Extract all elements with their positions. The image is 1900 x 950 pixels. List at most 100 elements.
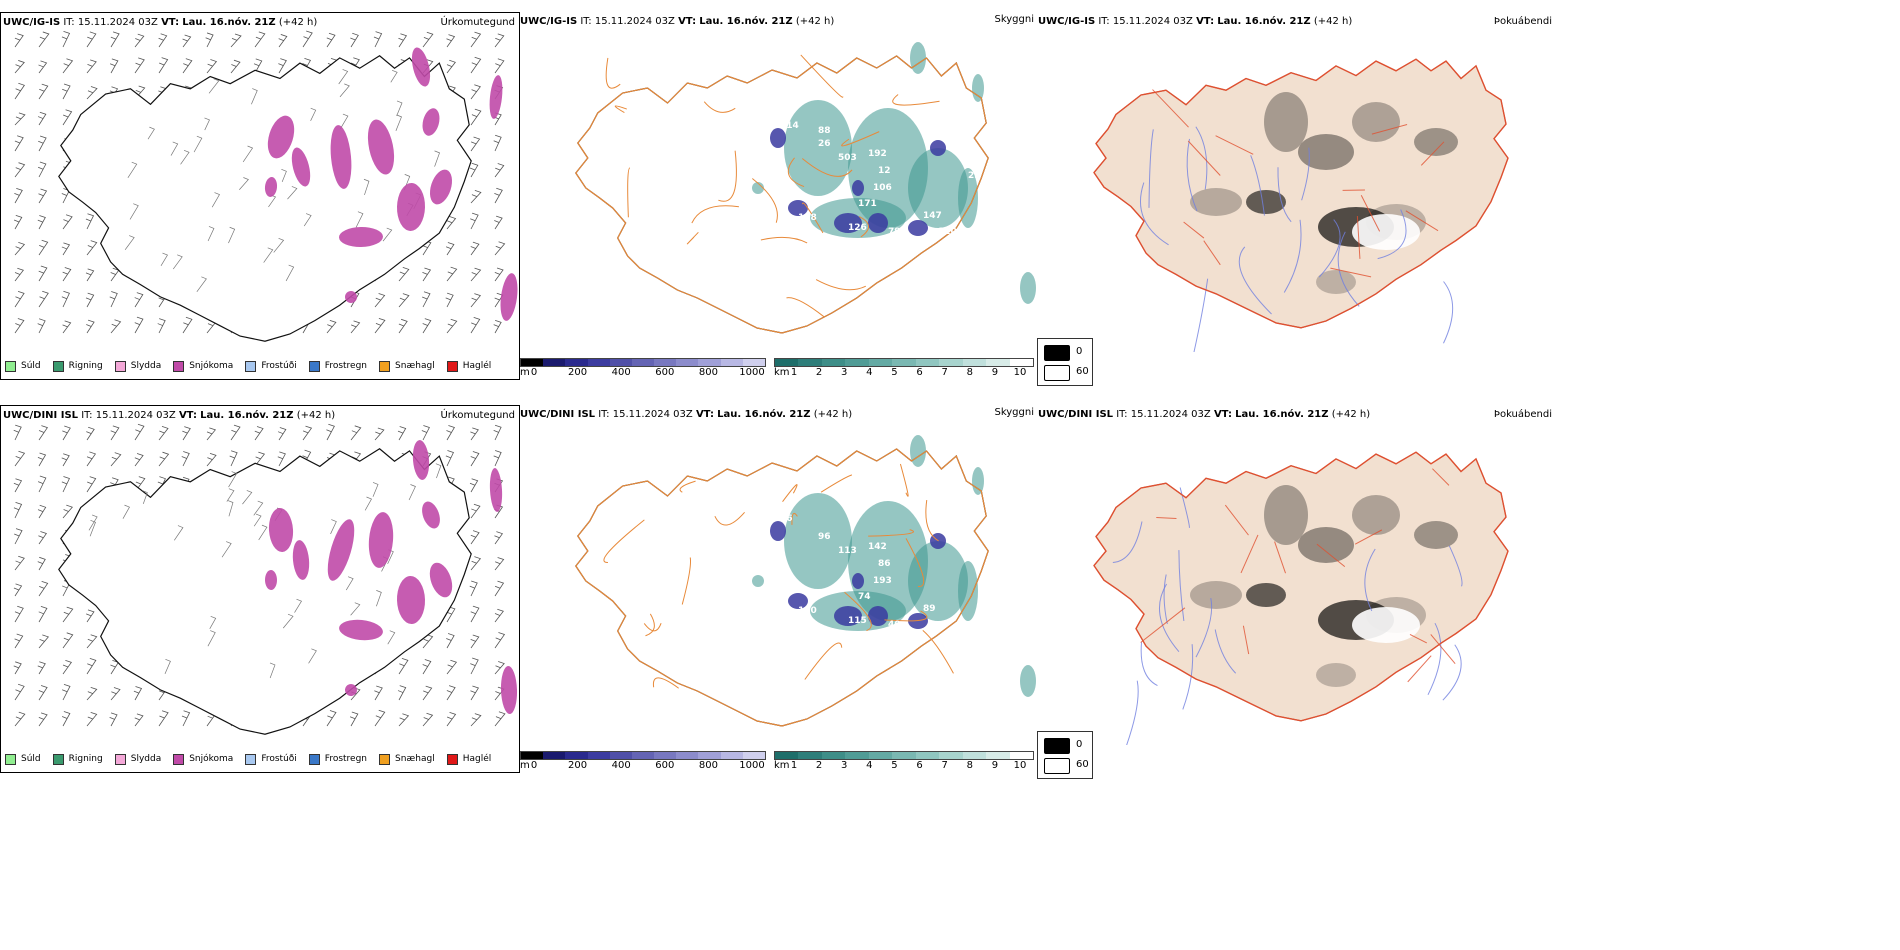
legend-label: Slydda [130,361,162,371]
colorbar-tick: 9 [991,367,999,378]
precip-type-panel-row2: UWC/DINI ISL IT: 15.11.2024 03Z VT: Lau.… [0,405,520,773]
visibility-panel-row2: UWC/DINI ISL IT: 15.11.2024 03Z VT: Lau.… [518,405,1036,771]
legend-label: Frostúði [261,754,297,764]
legend-swatch [52,753,64,765]
legend-label: Snjókoma [189,361,234,371]
legend-label: Haglél [462,361,492,371]
panel-title: Þokuábendi [1493,16,1552,27]
colorbar-unit: km [774,367,790,378]
visibility-value-label: 79 [888,227,901,237]
colorbar-tick: 4 [866,760,873,771]
visibility-value-label: 46 [763,206,776,216]
colorbar-tick: 6 [916,367,923,378]
visibility-value-label: 86 [878,559,891,569]
legend-item: Snæhagl [379,753,435,765]
iceland-map [13,423,518,735]
legend-item: Rigning [52,753,103,765]
legend-item: Frostregn [308,360,367,372]
colorbar-tick: 1000 [739,760,765,771]
panel-title: Þokuábendi [1493,409,1552,420]
visibility-value-label: 89 [948,131,961,141]
legend-label: Súld [21,361,41,371]
panel-title: Úrkomutegund [440,410,515,421]
colorbar-tick: 5 [891,367,898,378]
legend-item: Frostúði [245,753,297,765]
colorbar-tick: 1000 [739,367,765,378]
legend-label: Slydda [130,754,162,764]
visibility-value-label: 26 [818,139,831,149]
colorbar-tick: 6 [916,760,923,771]
legend-item: Súld [5,360,41,372]
legend-swatch [379,753,391,765]
legend-swatch [308,360,320,372]
legend-item: Haglél [446,360,492,372]
colorbar-tick: 3 [841,760,848,771]
visibility-value-label: 25 [968,171,981,181]
legend-item: Slydda [114,753,162,765]
visibility-value-label: 26 [780,514,793,524]
visibility-value-label: 88 [818,126,831,136]
legend-swatch [446,360,458,372]
panel-header: UWC/DINI ISL IT: 15.11.2024 03Z VT: Lau.… [1038,409,1371,420]
iceland-map [1093,58,1509,352]
visibility-value-label: 130 [798,606,817,616]
visibility-panel-row1: UWC/IG-IS IT: 15.11.2024 03Z VT: Lau. 16… [518,12,1036,378]
legend-swatch [308,753,320,765]
colorbar-tick: 200 [568,760,588,771]
panel-header: UWC/IG-IS IT: 15.11.2024 03Z VT: Lau. 16… [3,17,318,28]
legend-label: Frostúði [261,361,297,371]
precip-legend: Súld Rigning Slydda Snjókoma Frostúði Frostre… [5,355,503,377]
visibility-value-label: 126 [848,223,867,233]
colorbar-tick: 4 [866,367,873,378]
panel-title: Úrkomutegund [440,17,515,28]
visibility-value-label: 142 [868,542,887,552]
legend-swatch [114,360,126,372]
legend-item: Haglél [446,753,491,765]
visibility-value-label: 89 [923,604,936,614]
visibility-value-label: 74 [858,592,871,602]
colorbar-tick: 10 [1013,367,1027,378]
legend-swatch [5,753,16,765]
iceland-map [13,30,518,342]
colorbar-tick: 8 [966,760,973,771]
colorbar-tick: 400 [611,760,631,771]
legend-label: Súld [21,754,41,764]
colorbar-tick: 0 [530,760,538,771]
colorbar-tick: 200 [568,367,588,378]
visibility-value-label: 147 [923,211,942,221]
precip-type-panel-row1: UWC/IG-IS IT: 15.11.2024 03Z VT: Lau. 16… [0,12,520,380]
fog-panel-row1: UWC/IG-IS IT: 15.11.2024 03Z VT: Lau. 16… [1036,12,1556,378]
legend-item: Snjókoma [173,753,233,765]
colorbar-tick: 600 [655,760,675,771]
legend-swatch [173,753,185,765]
colorbar-tick: 600 [655,367,675,378]
colorbar-tick: 1 [790,367,798,378]
legend-item: Súld [5,753,41,765]
panel-header: UWC/IG-IS IT: 15.11.2024 03Z VT: Lau. 16… [1038,16,1353,27]
visibility-value-label: 171 [858,199,877,209]
legend-label: Rigning [68,361,103,371]
colorbar-tick: 800 [698,760,718,771]
legend-item: Slydda [114,360,162,372]
panel-header: UWC/DINI ISL IT: 15.11.2024 03Z VT: Lau.… [520,409,853,420]
legend-swatch [446,753,458,765]
colorbar-tick: 800 [698,367,718,378]
colorbar-tick: 7 [941,367,948,378]
visibility-m-colorbar: m 0 200 400 600 800 1000 [520,751,766,771]
legend-swatch [5,360,16,372]
colorbar-tick: 3 [841,367,848,378]
colorbar-unit: m [520,367,530,378]
legend-item: Frostúði [245,360,297,372]
legend-swatch [114,753,126,765]
legend-label: Rigning [68,754,103,764]
visibility-value-label: 96 [818,532,831,542]
visibility-value-label: 193 [873,576,892,586]
legend-swatch [173,360,185,372]
colorbar-tick: 5 [891,760,898,771]
colorbar-tick: 8 [966,367,973,378]
visibility-value-label: 120 [938,227,957,237]
panel-title: Skyggni [994,407,1034,418]
colorbar-tick: 400 [611,367,631,378]
legend-item: Snjókoma [173,360,234,372]
fog-panel-row2: UWC/DINI ISL IT: 15.11.2024 03Z VT: Lau.… [1036,405,1556,771]
